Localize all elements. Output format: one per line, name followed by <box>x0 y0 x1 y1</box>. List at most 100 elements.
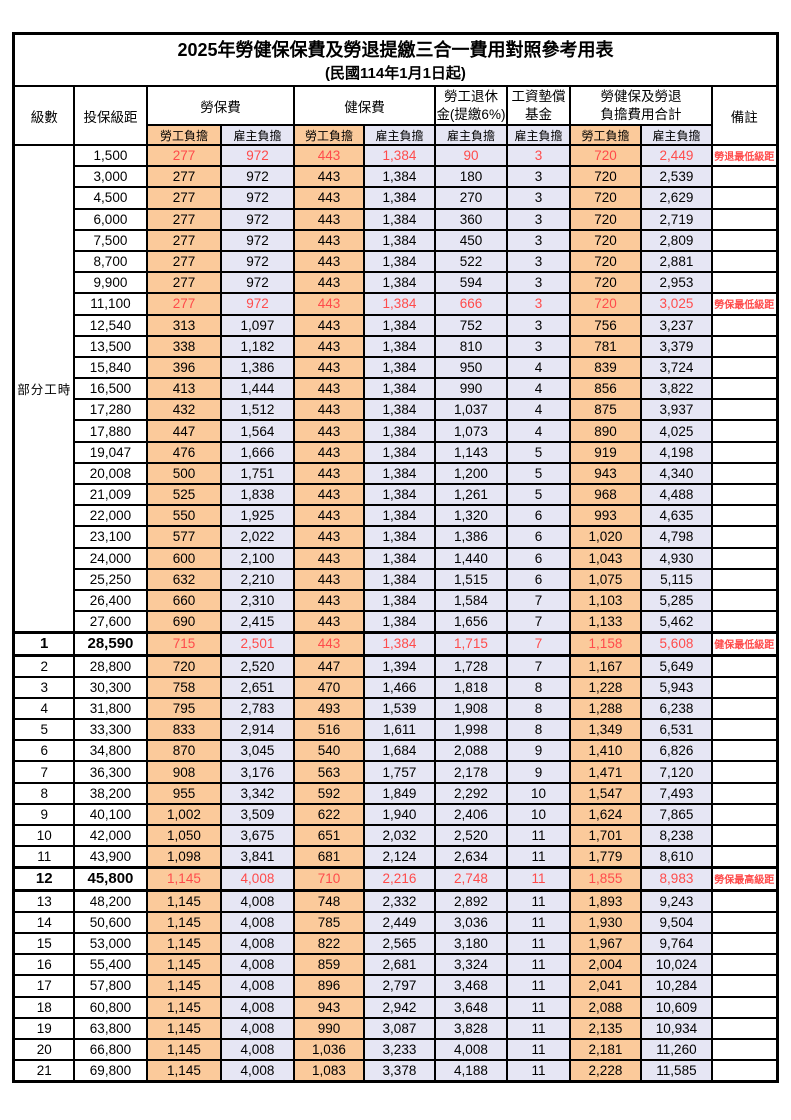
cell-wage-fund-employer: 3 <box>505 334 571 358</box>
cell-remark <box>710 461 779 486</box>
table-row: 1 28,590 715 2,501 443 1,384 1,715 7 1,158 5,608 健… <box>12 631 779 657</box>
cell-health-employee: 493 <box>292 696 365 721</box>
cell-labor-employer: 2,100 <box>219 546 295 570</box>
cell-pension-employer: 2,520 <box>433 823 508 848</box>
cell-total-employee: 1,228 <box>568 675 642 699</box>
cell-wage-fund-employer: 11 <box>505 974 571 998</box>
cell-labor-employee: 715 <box>145 631 222 657</box>
cell-pension-employer: 2,178 <box>433 760 508 784</box>
cell-labor-employee: 1,145 <box>145 953 222 977</box>
cell-bracket: 66,800 <box>72 1037 148 1062</box>
subheader-health-employee: 勞工負擔 <box>292 124 365 146</box>
subheader-total-employee: 勞工負擔 <box>568 124 642 146</box>
cell-total-employee: 2,228 <box>568 1059 642 1083</box>
cell-wage-fund-employer: 11 <box>505 1059 571 1083</box>
cell-labor-employee: 955 <box>145 781 222 805</box>
cell-remark <box>710 440 779 464</box>
table-row: 3,000 277 972 443 1,384 180 3 720 2,539 <box>14 165 779 189</box>
cell-wage-fund-employer: 7 <box>505 654 571 678</box>
cell-total-employer: 9,243 <box>639 889 713 913</box>
cell-health-employer: 1,384 <box>362 271 436 295</box>
subheader-labor-employee: 勞工負擔 <box>145 124 222 146</box>
header-total: 勞健保及勞退 負擔費用合計 <box>568 85 713 126</box>
header-wage-fund-line1: 工資墊償 <box>511 88 566 104</box>
cell-health-employee: 443 <box>292 588 365 613</box>
cell-wage-fund-employer: 11 <box>505 889 571 913</box>
cell-total-employer: 9,764 <box>639 931 713 956</box>
cell-health-employer: 1,384 <box>362 588 436 613</box>
cell-remark <box>710 610 779 634</box>
table-row: 7 36,300 908 3,176 563 1,757 2,178 9 1,471 7,120 <box>12 760 779 784</box>
cell-health-employer: 1,384 <box>362 631 436 657</box>
cell-labor-employer: 972 <box>219 228 295 252</box>
cell-total-employee: 720 <box>568 143 642 168</box>
table-row: 21 69,800 1,145 4,008 1,083 3,378 4,188 11 2,228… <box>12 1059 779 1083</box>
table-row: 12 45,800 1,145 4,008 710 2,216 2,748 11 1,855 8,… <box>12 866 779 892</box>
cell-health-employee: 563 <box>292 760 365 784</box>
cell-level: 12 <box>12 866 75 892</box>
cell-health-employee: 443 <box>292 546 365 570</box>
cell-bracket: 17,880 <box>72 419 148 443</box>
subheader-health-employer: 雇主負擔 <box>362 124 436 146</box>
cell-total-employer: 3,822 <box>639 377 713 401</box>
cell-health-employee: 592 <box>292 781 365 805</box>
cell-level: 16 <box>12 953 75 977</box>
cell-remark <box>710 910 779 934</box>
cell-level: 19 <box>12 1016 75 1040</box>
cell-total-employee: 1,855 <box>568 866 642 892</box>
cell-health-employer: 2,797 <box>362 974 436 998</box>
cell-bracket: 12,540 <box>72 313 148 337</box>
cell-total-employer: 2,881 <box>639 249 713 274</box>
cell-bracket: 38,200 <box>72 781 148 805</box>
cell-total-employer: 7,493 <box>639 781 713 805</box>
cell-labor-employee: 720 <box>145 654 222 678</box>
cell-wage-fund-employer: 5 <box>505 482 571 507</box>
cell-health-employer: 1,384 <box>362 292 436 316</box>
cell-bracket: 1,500 <box>72 143 148 168</box>
cell-wage-fund-employer: 11 <box>505 823 571 848</box>
cell-pension-employer: 2,634 <box>433 845 508 869</box>
cell-wage-fund-employer: 10 <box>505 802 571 827</box>
cell-pension-employer: 594 <box>433 271 508 295</box>
cell-bracket: 4,500 <box>72 186 148 210</box>
cell-health-employer: 1,384 <box>362 355 436 380</box>
cell-health-employer: 1,539 <box>362 696 436 721</box>
cell-health-employer: 2,449 <box>362 910 436 934</box>
cell-health-employee: 443 <box>292 355 365 380</box>
cell-remark <box>710 931 779 956</box>
cell-total-employer: 11,585 <box>639 1059 713 1083</box>
cell-pension-employer: 1,261 <box>433 482 508 507</box>
cell-labor-employer: 4,008 <box>219 995 295 1019</box>
cell-health-employee: 896 <box>292 974 365 998</box>
cell-remark <box>710 588 779 613</box>
cell-wage-fund-employer: 8 <box>505 675 571 699</box>
cell-health-employee: 443 <box>292 228 365 252</box>
cell-health-employee: 443 <box>292 165 365 189</box>
table-row: 8 38,200 955 3,342 592 1,849 2,292 10 1,547 7,493 <box>12 781 779 805</box>
cell-remark: 健保最低級距 <box>710 631 779 657</box>
header-wage-fund: 工資墊償 基金 <box>505 85 571 126</box>
cell-total-employee: 1,547 <box>568 781 642 805</box>
cell-labor-employer: 3,841 <box>219 845 295 869</box>
cell-remark <box>710 995 779 1019</box>
cell-total-employer: 4,025 <box>639 419 713 443</box>
cell-health-employer: 1,384 <box>362 482 436 507</box>
subheader-wage-fund-employer: 雇主負擔 <box>505 124 571 146</box>
cell-health-employer: 1,849 <box>362 781 436 805</box>
cell-health-employee: 443 <box>292 313 365 337</box>
cell-bracket: 48,200 <box>72 889 148 913</box>
cell-pension-employer: 990 <box>433 377 508 401</box>
cell-health-employer: 1,384 <box>362 313 436 337</box>
cell-bracket: 45,800 <box>72 866 148 892</box>
cell-total-employer: 11,260 <box>639 1037 713 1062</box>
cell-wage-fund-employer: 9 <box>505 739 571 763</box>
cell-health-employee: 651 <box>292 823 365 848</box>
cell-remark <box>710 1059 779 1083</box>
table-row: 9,900 277 972 443 1,384 594 3 720 2,953 <box>14 271 779 295</box>
cell-pension-employer: 1,818 <box>433 675 508 699</box>
cell-total-employer: 5,608 <box>639 631 713 657</box>
cell-level: 4 <box>12 696 75 721</box>
cell-labor-employee: 277 <box>145 271 222 295</box>
cell-bracket: 63,800 <box>72 1016 148 1040</box>
cell-labor-employee: 577 <box>145 525 222 549</box>
